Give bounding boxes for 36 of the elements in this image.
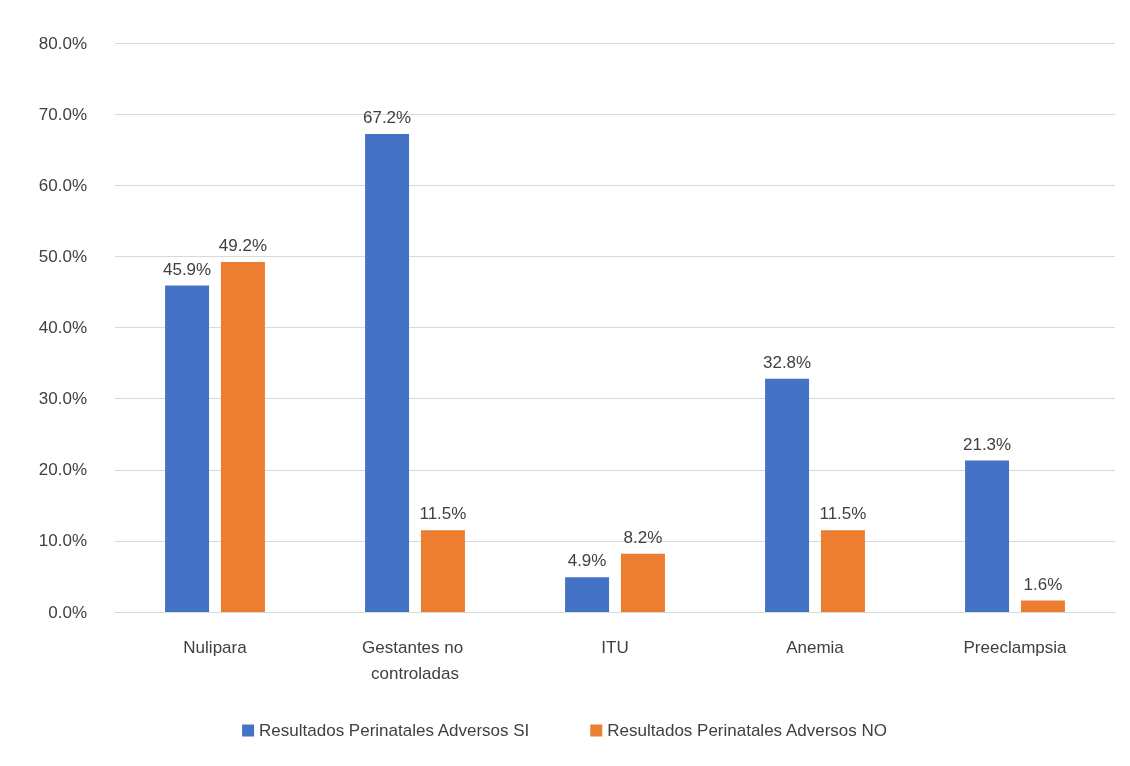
data-label: 1.6% (1023, 574, 1063, 594)
bar (420, 530, 465, 612)
x-tick-label: ITU (601, 637, 629, 657)
bar (965, 460, 1010, 612)
data-label: 45.9% (162, 259, 212, 279)
data-label: 4.9% (567, 551, 607, 571)
x-tick-label: Nulipara (183, 637, 248, 657)
y-tick-label: 70.0% (38, 104, 87, 124)
bar (565, 577, 610, 612)
y-tick-label: 40.0% (38, 318, 87, 337)
bar (165, 285, 210, 612)
y-tick-label: 10.0% (38, 531, 87, 551)
data-label: 49.2% (218, 236, 268, 256)
y-tick-label: 80.0% (38, 33, 87, 53)
data-label: 32.8% (762, 352, 812, 372)
data-label: 21.3% (962, 434, 1012, 454)
bar (365, 134, 410, 612)
x-tick-label: Gestantes no controladas (362, 637, 468, 683)
y-tick-label: 20.0% (38, 460, 87, 480)
bar (1020, 600, 1065, 612)
legend-label: Resultados Perinatales Adversos SI (259, 721, 530, 740)
bar (820, 530, 865, 612)
bar (765, 378, 810, 612)
bar (220, 262, 265, 612)
x-tick-label: Anemia (786, 637, 845, 657)
data-label: 67.2% (362, 108, 412, 128)
data-label: 11.5% (819, 504, 867, 524)
y-tick-label: 30.0% (38, 389, 87, 409)
y-tick-label: 50.0% (38, 246, 87, 266)
data-label: 8.2% (623, 527, 663, 547)
y-tick-label: 60.0% (38, 175, 87, 195)
x-tick-label: Preeclampsia (963, 637, 1068, 657)
bar (620, 553, 665, 612)
data-label: 11.5% (419, 504, 467, 524)
legend-label: Resultados Perinatales Adversos NO (607, 721, 887, 740)
y-tick-label: 0.0% (48, 602, 87, 622)
